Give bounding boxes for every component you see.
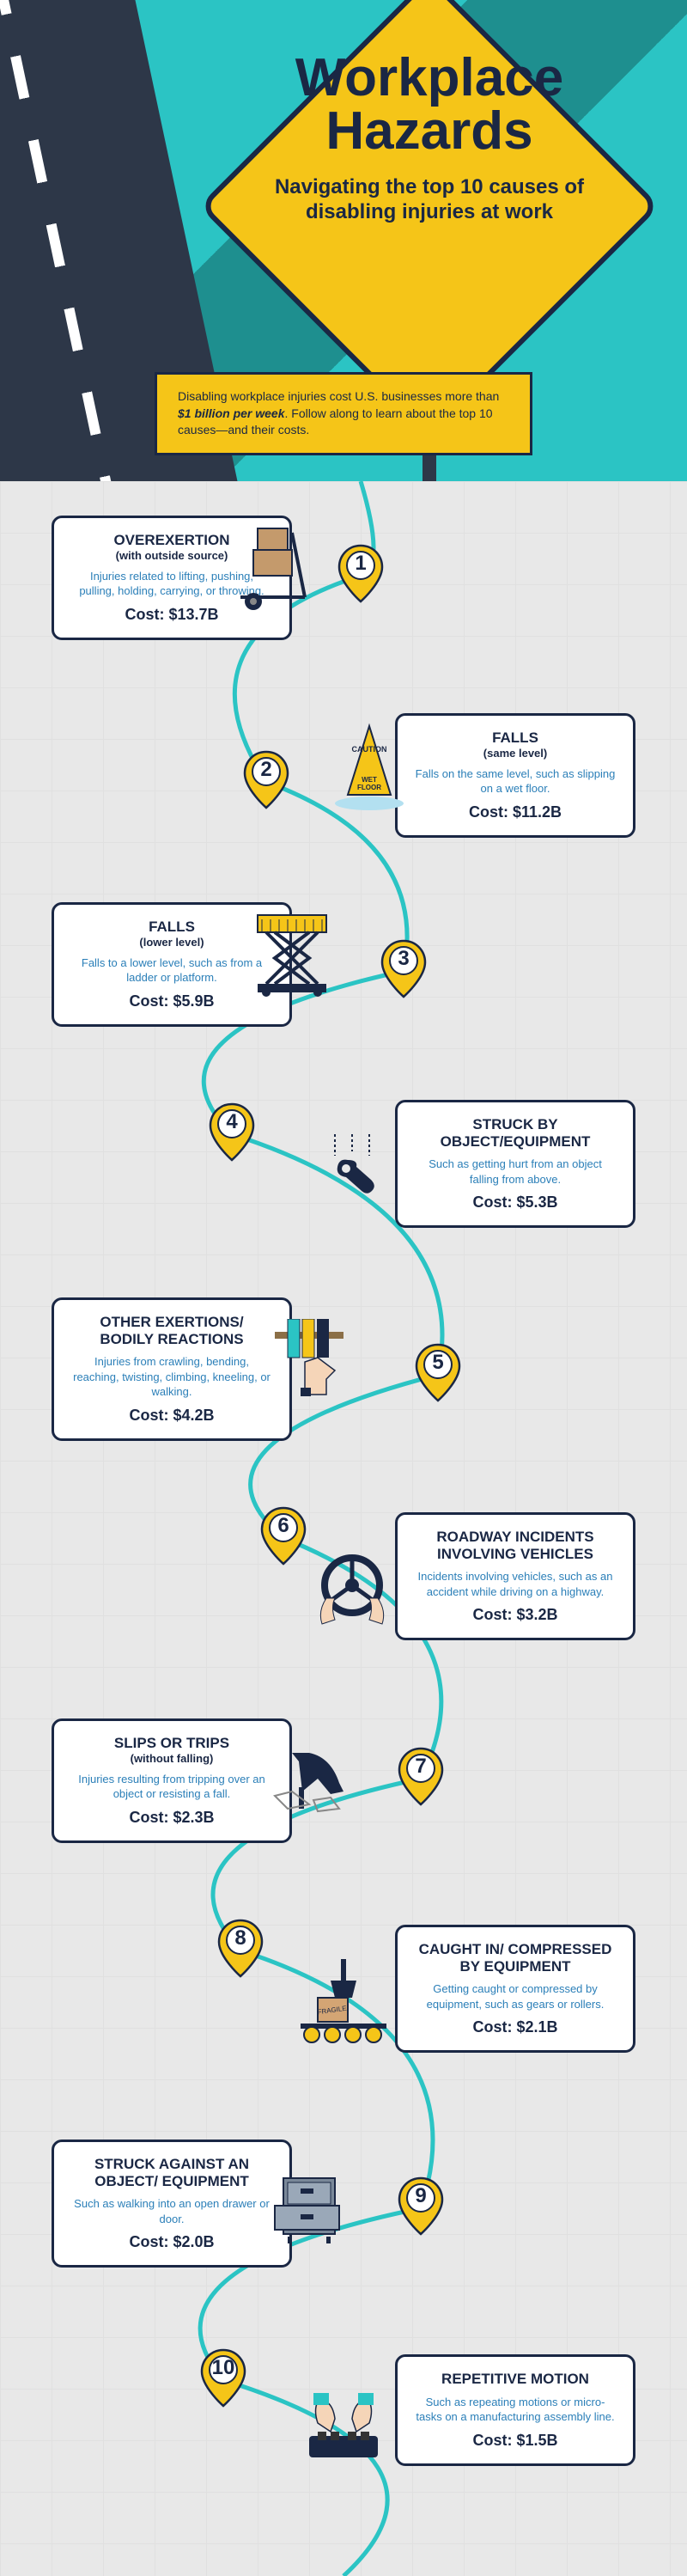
hazard-cost: Cost: $3.2B (415, 1606, 616, 1624)
hazard-title: OTHER EXERTIONS/ BODILY REACTIONS (71, 1314, 272, 1347)
hazard-title: STRUCK AGAINST AN OBJECT/ EQUIPMENT (71, 2156, 272, 2189)
hazard-subtitle: (same level) (415, 747, 616, 760)
intro-callout: Disabling workplace injuries cost U.S. b… (155, 372, 532, 455)
hands-icon (292, 2372, 395, 2475)
wheel-icon (301, 1538, 404, 1641)
hazard-cost: Cost: $11.2B (415, 803, 616, 821)
svg-text:FLOOR: FLOOR (357, 784, 381, 791)
hazard-card-8: CAUGHT IN/ COMPRESSED BY EQUIPMENT Gettin… (395, 1925, 635, 2053)
pin-number: 7 (395, 1755, 447, 1779)
hazard-cost: Cost: $2.3B (71, 1809, 272, 1827)
pin-number: 1 (335, 552, 386, 576)
conveyor-icon: FRAGILE (292, 1950, 395, 2054)
hazard-cost: Cost: $1.5B (415, 2432, 616, 2450)
hazard-cost: Cost: $5.3B (415, 1193, 616, 1212)
pin-number: 3 (378, 947, 429, 971)
hazard-title: REPETITIVE MOTION (415, 2371, 616, 2388)
hazard-title: ROADWAY INCIDENTS INVOLVING VEHICLES (415, 1529, 616, 1562)
map-pin-2: 2 (240, 748, 292, 812)
map-pin-8: 8 (215, 1916, 266, 1981)
hazard-card-5: OTHER EXERTIONS/ BODILY REACTIONS Injurie… (52, 1297, 292, 1441)
hazard-card-4: STRUCK BY OBJECT/EQUIPMENT Such as gettin… (395, 1100, 635, 1228)
hazard-cost: Cost: $2.1B (415, 2018, 616, 2036)
hazard-card-7: SLIPS OR TRIPS(without falling) Injuries … (52, 1718, 292, 1843)
map-pin-9: 9 (395, 2174, 447, 2238)
pin-number: 8 (215, 1926, 266, 1950)
hazard-cost: Cost: $2.0B (71, 2233, 272, 2251)
hazard-card-2: FALLS(same level) Falls on the same level… (395, 713, 635, 838)
map-section: OVEREXERTION(with outside source)Injurie… (0, 481, 687, 2576)
hazard-title: FALLS (415, 729, 616, 747)
map-pin-4: 4 (206, 1100, 258, 1164)
wrench-icon (301, 1117, 404, 1220)
hazard-subtitle: (without falling) (71, 1752, 272, 1765)
hazard-title: STRUCK BY OBJECT/EQUIPMENT (415, 1116, 616, 1150)
pin-number: 5 (412, 1351, 464, 1375)
heel-icon (258, 1727, 361, 1830)
hazard-description: Such as getting hurt from an object fall… (415, 1157, 616, 1187)
sign-text: WorkplaceHazards Navigating the top 10 c… (266, 52, 593, 225)
scissor-icon (240, 902, 344, 1005)
hazard-card-9: STRUCK AGAINST AN OBJECT/ EQUIPMENT Such … (52, 2140, 292, 2268)
map-pin-1: 1 (335, 541, 386, 606)
hazard-card-10: REPETITIVE MOTION Such as repeating motio… (395, 2354, 635, 2466)
hazard-description: Getting caught or compressed by equipmen… (415, 1981, 616, 2011)
map-pin-3: 3 (378, 937, 429, 1001)
hazard-title: SLIPS OR TRIPS (71, 1735, 272, 1752)
hazard-description: Falls on the same level, such as slippin… (415, 766, 616, 797)
hazard-description: Such as walking into an open drawer or d… (71, 2196, 272, 2226)
svg-text:CAUTION: CAUTION (352, 745, 387, 754)
pin-number: 10 (198, 2356, 249, 2380)
subtitle: Navigating the top 10 causes of disablin… (266, 175, 593, 225)
pin-number: 6 (258, 1514, 309, 1538)
map-pin-10: 10 (198, 2346, 249, 2410)
hazard-description: Injuries from crawling, bending, reachin… (71, 1354, 272, 1400)
hazard-card-6: ROADWAY INCIDENTS INVOLVING VEHICLES Inci… (395, 1512, 635, 1640)
map-pin-5: 5 (412, 1340, 464, 1405)
pin-number: 9 (395, 2184, 447, 2208)
hazard-description: Such as repeating motions or micro-tasks… (415, 2395, 616, 2425)
wetfloor-icon: CAUTION WETFLOOR (318, 713, 421, 816)
hand-truck-icon (223, 516, 326, 619)
pin-number: 4 (206, 1110, 258, 1134)
hazard-title: CAUGHT IN/ COMPRESSED BY EQUIPMENT (415, 1941, 616, 1975)
hazard-cost: Cost: $4.2B (71, 1407, 272, 1425)
hero-section: WorkplaceHazards Navigating the top 10 c… (0, 0, 687, 481)
pin-number: 2 (240, 758, 292, 782)
hazard-description: Incidents involving vehicles, such as an… (415, 1569, 616, 1599)
main-title: WorkplaceHazards (266, 52, 593, 158)
drawer-icon (258, 2157, 361, 2260)
map-pin-7: 7 (395, 1744, 447, 1809)
hazard-description: Injuries resulting from tripping over an… (71, 1772, 272, 1802)
svg-text:WET: WET (362, 776, 377, 784)
books-icon (258, 1306, 361, 1409)
warning-sign: WorkplaceHazards Navigating the top 10 c… (240, 26, 618, 404)
